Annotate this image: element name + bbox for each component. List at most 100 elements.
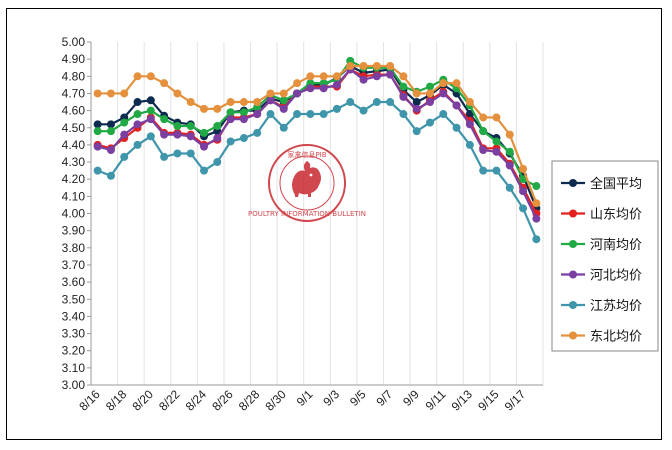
series-lines [93,56,541,244]
data-point [293,110,302,119]
data-point [146,132,155,141]
data-point [133,120,142,129]
x-tick-label: 8/26 [209,387,236,414]
data-point [133,98,142,107]
data-point [372,62,381,71]
data-point [505,147,514,156]
x-tick-label: 8/18 [103,387,130,414]
data-point [239,98,248,107]
data-point [412,127,421,136]
data-point [306,72,315,81]
watermark-seal: 家禽信息PIB POULTRY INFORMATION BULLETIN [248,144,366,222]
data-point [200,142,208,151]
data-point [226,98,235,107]
data-point [505,183,514,192]
data-point [133,110,142,119]
x-tick-label: 8/30 [262,387,289,414]
series-line [97,100,538,240]
data-point [399,92,408,101]
data-point [266,96,275,105]
x-tick-label: 8/20 [130,387,157,414]
seal-inner-ring [279,155,335,211]
x-tick-label: 8/22 [156,387,183,414]
y-tick-label: 5.00 [62,35,86,49]
legend-label: 河南均价 [590,237,642,253]
data-point [279,89,288,98]
y-tick-label: 3.00 [62,378,86,392]
data-point [479,127,488,136]
data-point [465,140,474,149]
data-point [519,204,528,213]
data-point [465,110,474,119]
y-tick-label: 4.30 [62,155,86,169]
legend-swatch-marker [569,301,577,309]
data-point [120,152,129,161]
seal-bottom-text: POULTRY INFORMATION BULLETIN [248,210,366,218]
line-chart: 5.00 4.90 4.80 4.70 4.60 4.50 4.40 4.30 4.20 4.10… [62,35,659,414]
y-tick-label: 4.80 [62,69,86,83]
data-point [186,122,195,131]
y-tick-label: 4.90 [62,52,86,66]
data-point [319,110,328,119]
data-point [452,123,461,132]
y-tick-label: 4.60 [62,104,86,118]
data-point [439,89,448,98]
data-point [106,120,115,129]
x-tick-label: 9/15 [475,387,502,414]
data-point [452,101,461,110]
data-point [239,115,248,124]
data-point [146,72,155,81]
data-point [186,98,195,107]
legend-swatch-marker [569,179,577,187]
data-point [106,146,115,155]
data-point [306,110,315,119]
y-tick-label: 3.80 [62,241,86,255]
y-tick-label: 4.00 [62,207,86,221]
y-tick-label: 3.90 [62,224,86,238]
data-point [120,130,129,139]
data-point [120,89,129,98]
data-point [505,130,514,139]
series-line [97,59,537,188]
data-point [106,89,115,98]
x-tick-label: 9/17 [502,387,529,414]
data-point [532,182,541,191]
data-point [213,158,222,167]
data-point [386,62,395,71]
data-point [386,70,395,79]
data-point [120,118,129,127]
data-point [399,110,408,119]
data-point [239,134,248,143]
data-point [386,98,395,107]
data-point [93,89,102,98]
y-tick-label: 4.40 [62,138,86,152]
data-point [412,98,421,107]
data-point [133,140,142,149]
data-point [186,149,195,158]
data-point [372,72,381,81]
data-point [279,96,288,105]
data-point [346,98,355,107]
series-line [97,64,538,204]
data-point [106,127,115,136]
data-point [426,118,434,127]
x-tick-label: 9/5 [347,387,369,409]
data-point [226,137,235,146]
data-point [279,104,288,113]
data-point [359,62,368,71]
x-tick-label: 9/13 [449,387,476,414]
data-point [452,79,461,88]
data-point [226,108,235,117]
series-line [97,64,538,209]
data-point [492,113,501,122]
data-point [160,130,169,139]
data-point [426,98,434,107]
legend-swatch-marker [569,209,577,218]
legend-box [551,160,659,352]
series-group [93,98,541,244]
data-point [226,115,235,124]
data-point [319,72,328,81]
data-point [426,82,434,91]
x-tick-label: 9/11 [423,387,449,413]
y-tick-label: 3.70 [62,258,86,272]
